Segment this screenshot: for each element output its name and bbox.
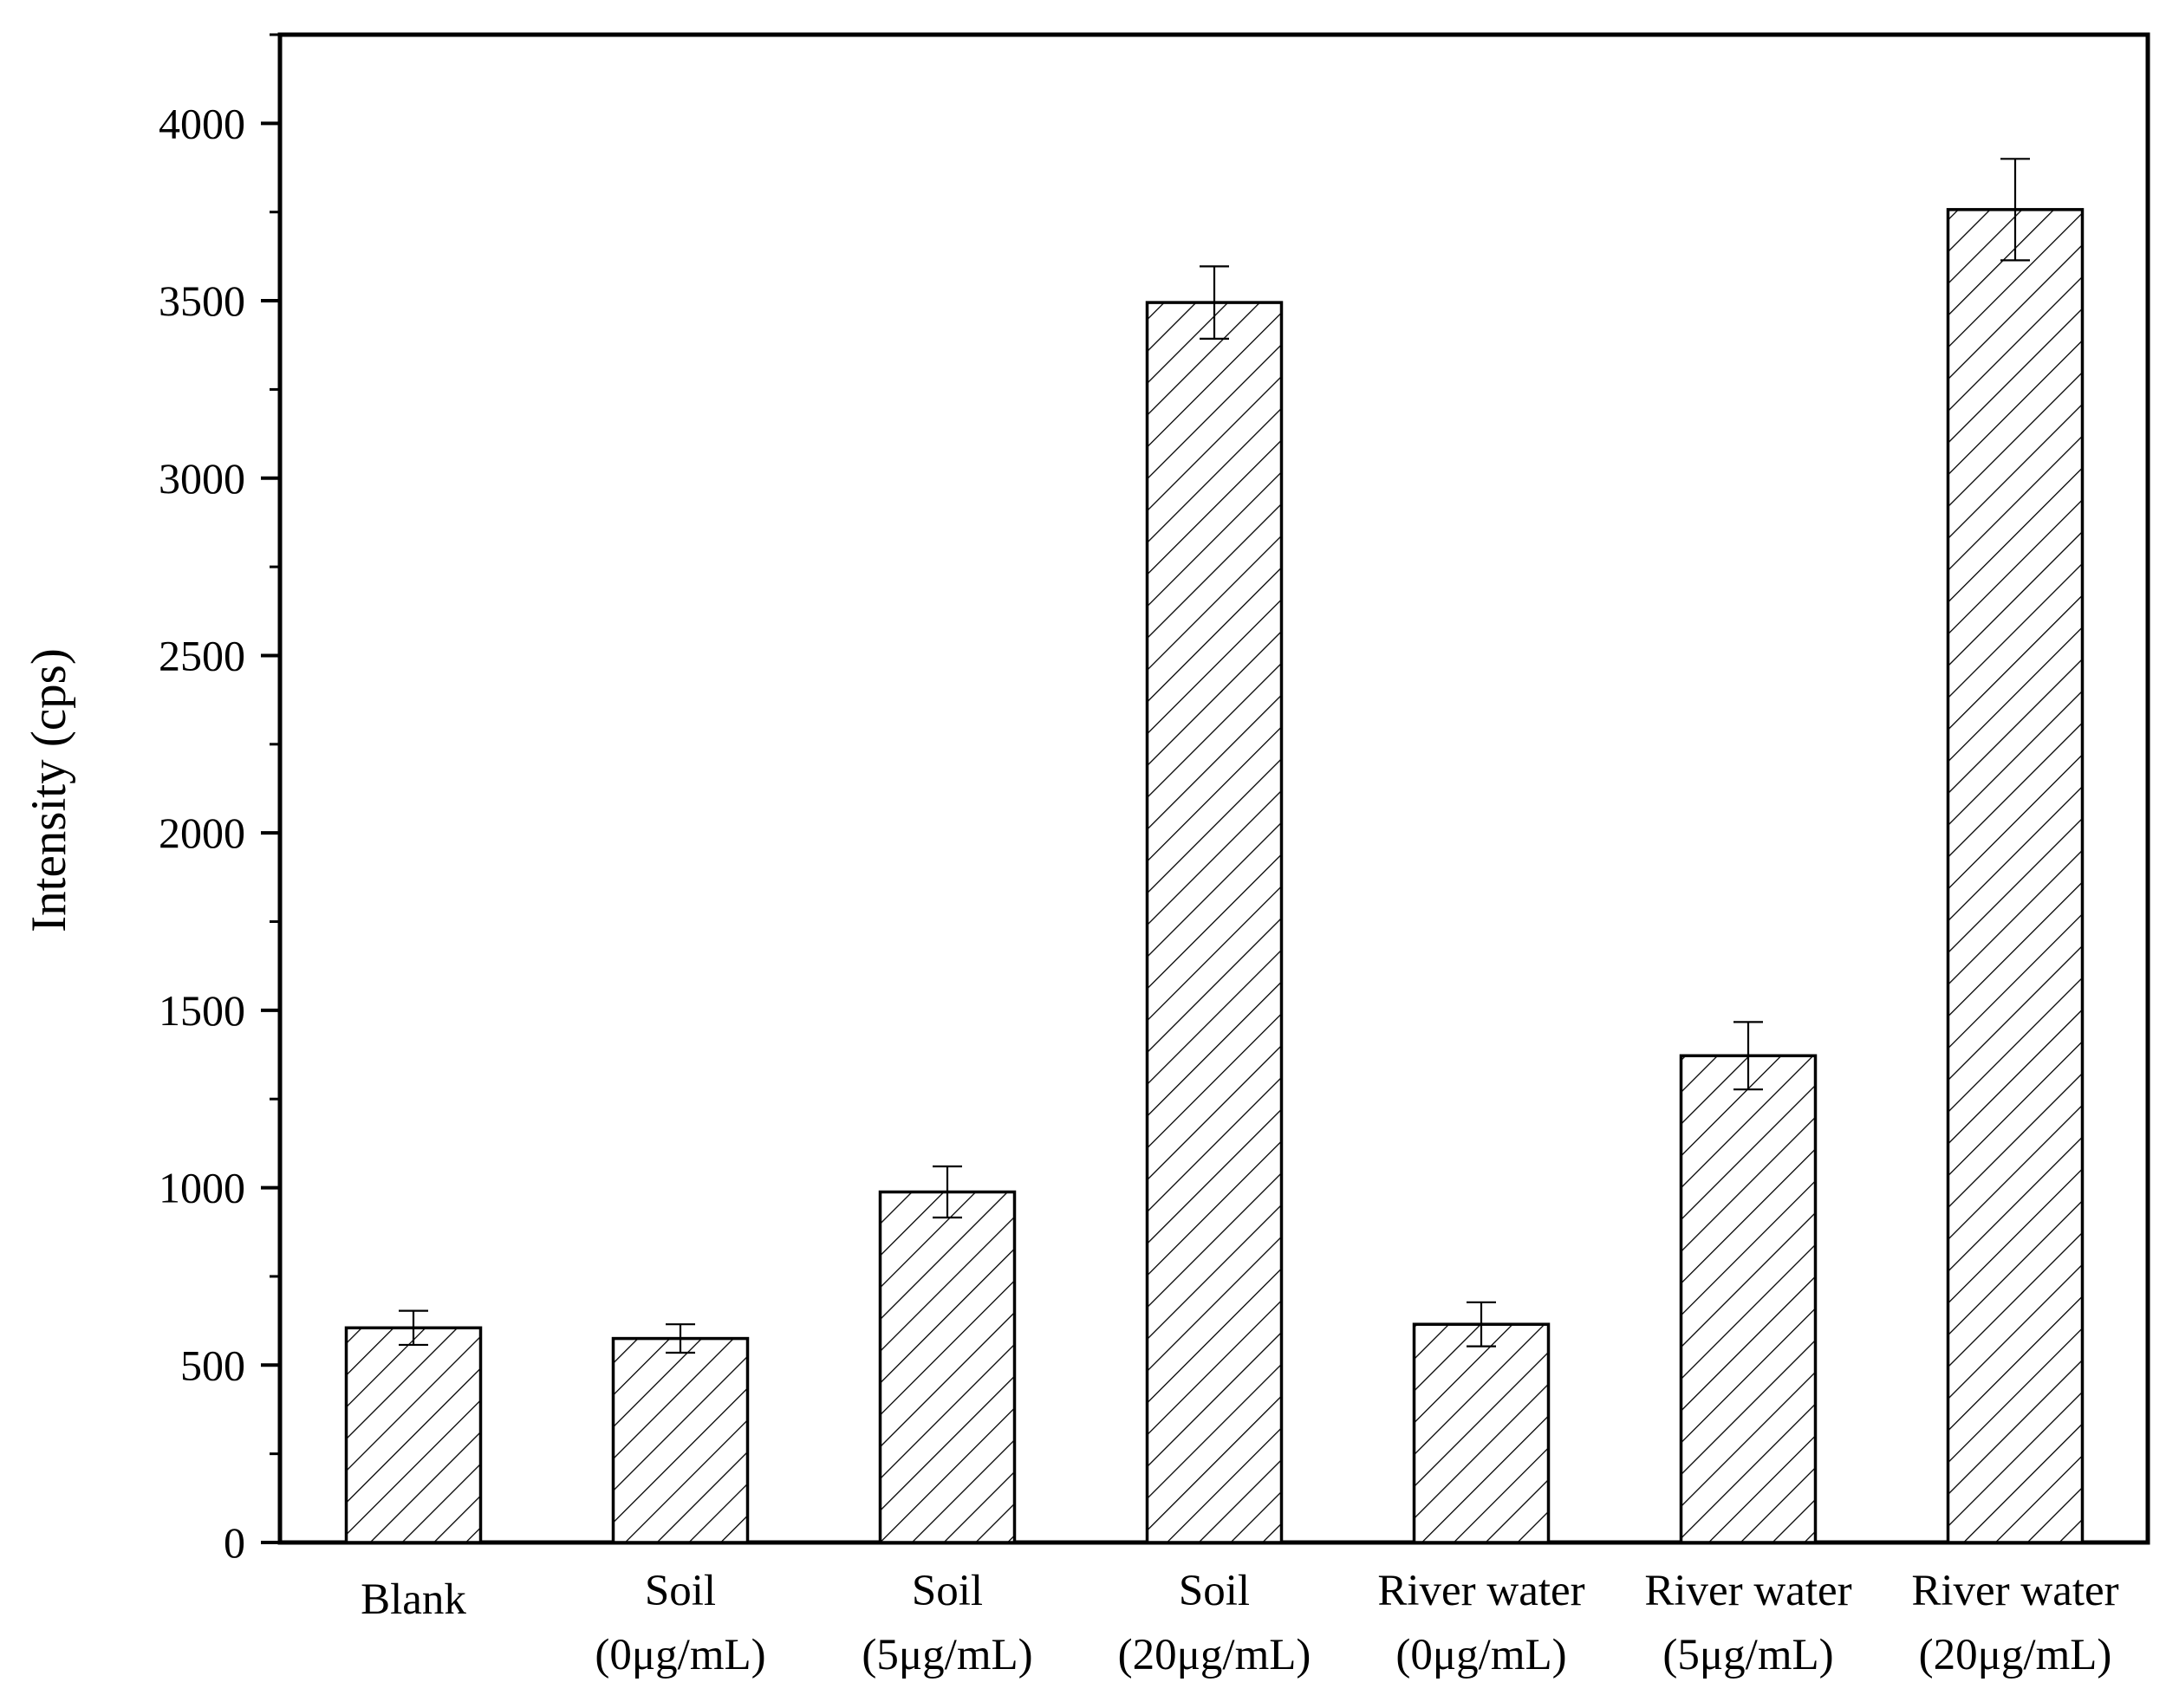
- x-label-line1-1: Soil: [645, 1567, 716, 1615]
- y-axis-label: Intensity (cps): [22, 648, 76, 932]
- x-label-line1-4: River water: [1377, 1567, 1584, 1615]
- y-tick-label-4: 2000: [159, 809, 245, 857]
- x-label-line2-3: (20μg/mL): [1118, 1631, 1311, 1679]
- x-label-line1-6: River water: [1911, 1567, 2118, 1615]
- y-tick-label-5: 2500: [159, 631, 245, 679]
- bar-4: [1412, 1322, 1551, 1544]
- y-tick-label-8: 4000: [159, 99, 245, 147]
- y-axis-ticks: 0 500 1000 1500 2000 2500 3000 3500 4000: [159, 33, 280, 1567]
- y-tick-label-6: 3000: [159, 454, 245, 503]
- bar-2: [878, 1190, 1017, 1544]
- bars-group: [344, 158, 2085, 1544]
- x-label-line2-4: (0μg/mL): [1395, 1631, 1566, 1679]
- y-tick-label-7: 3500: [159, 276, 245, 325]
- x-axis-category-labels: Blank Soil (0μg/mL) Soil (5μg/mL) Soil (20μg/m…: [361, 1567, 2119, 1679]
- x-label-line1-0: Blank: [361, 1575, 466, 1624]
- x-label-line1-2: Soil: [912, 1567, 983, 1615]
- bar-6: [1946, 208, 2085, 1544]
- y-tick-label-3: 1500: [159, 986, 245, 1035]
- x-label-line2-6: (20μg/mL): [1919, 1631, 2112, 1679]
- bar-5: [1679, 1054, 1818, 1544]
- bar-3: [1145, 301, 1284, 1544]
- y-tick-label-1: 500: [180, 1341, 245, 1389]
- y-tick-label-0: 0: [224, 1518, 245, 1567]
- x-label-line1-3: Soil: [1179, 1567, 1250, 1615]
- bar-0: [344, 1326, 483, 1544]
- y-tick-label-2: 1000: [159, 1164, 245, 1212]
- x-label-line2-5: (5μg/mL): [1662, 1631, 1833, 1679]
- x-label-line1-5: River water: [1644, 1567, 1851, 1615]
- bar-1: [611, 1336, 750, 1544]
- x-label-line2-1: (0μg/mL): [595, 1631, 765, 1679]
- x-label-line2-2: (5μg/mL): [862, 1631, 1032, 1679]
